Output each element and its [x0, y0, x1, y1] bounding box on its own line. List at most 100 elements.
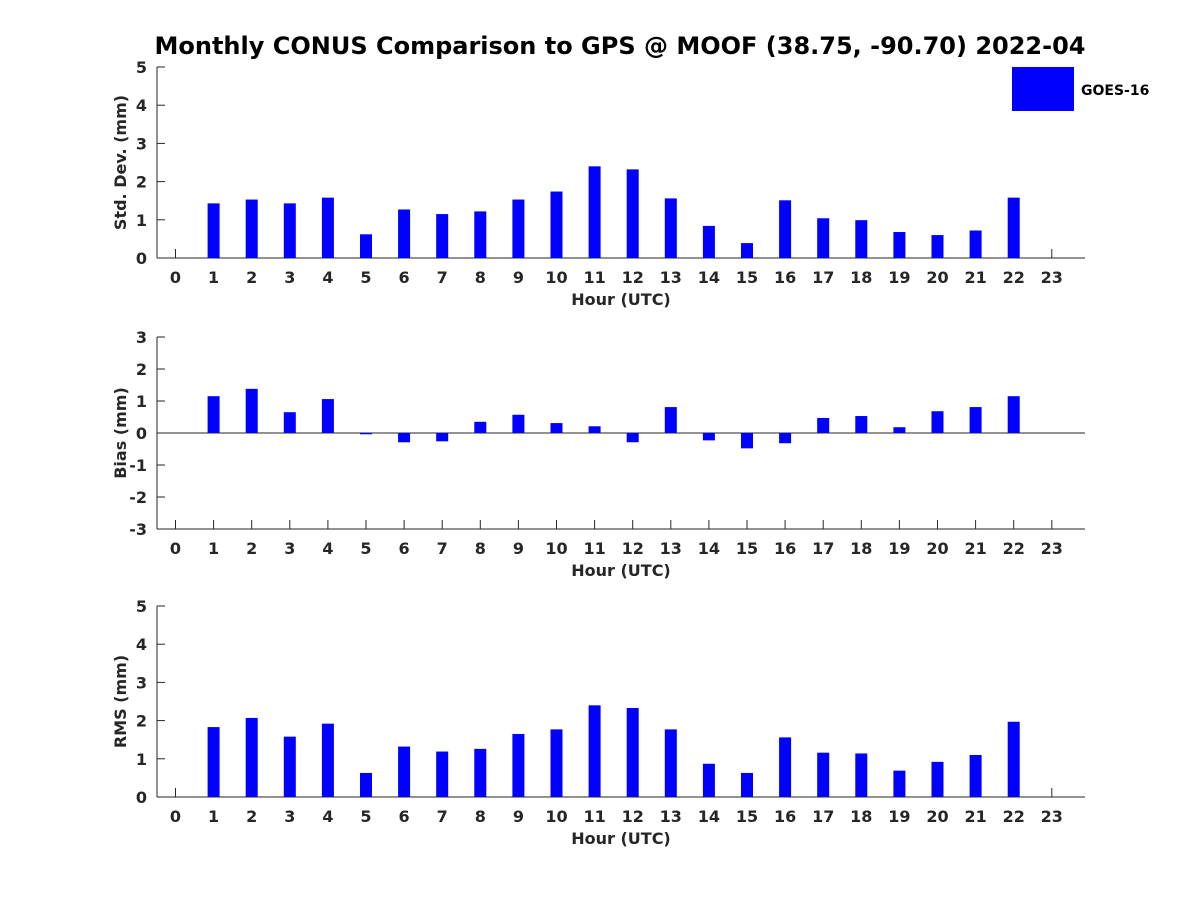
bar-hour-16 [779, 200, 792, 258]
x-tick-label: 6 [399, 539, 410, 558]
bar-hour-14 [702, 763, 715, 797]
bar-hour-20 [931, 411, 944, 433]
legend-swatch [1012, 67, 1074, 111]
y-axis-label: RMS (mm) [111, 655, 130, 748]
y-tick-label: 4 [136, 96, 147, 115]
bar-hour-16 [779, 737, 792, 797]
bar-hour-1 [207, 203, 220, 258]
bar-hour-10 [550, 423, 563, 433]
x-tick-label: 18 [850, 539, 872, 558]
bar-hour-18 [855, 753, 868, 797]
x-tick-label: 12 [622, 807, 644, 826]
bar-hour-4 [321, 399, 334, 433]
x-tick-label: 1 [208, 807, 219, 826]
x-tick-label: 14 [698, 807, 720, 826]
bar-hour-21 [969, 754, 982, 797]
bar-hour-2 [245, 717, 258, 797]
x-tick-label: 9 [513, 268, 524, 287]
x-axis-label: Hour (UTC) [571, 290, 671, 309]
bar-hour-7 [436, 751, 449, 797]
bar-hour-10 [550, 191, 563, 258]
bar-hour-5 [360, 433, 372, 435]
bar-hour-7 [436, 214, 449, 258]
x-tick-label: 22 [1003, 268, 1025, 287]
bar-hour-3 [283, 412, 296, 433]
bar-hour-11 [588, 705, 601, 797]
bar-hour-8 [474, 748, 487, 797]
legend-label: GOES-16 [1081, 83, 1149, 99]
bar-hour-12 [626, 169, 639, 258]
x-tick-label: 10 [545, 807, 567, 826]
x-tick-label: 0 [170, 807, 181, 826]
y-tick-label: 1 [136, 750, 147, 769]
x-tick-label: 8 [475, 268, 486, 287]
x-tick-label: 7 [437, 807, 448, 826]
x-tick-label: 7 [437, 268, 448, 287]
bar-hour-4 [321, 197, 334, 258]
bar-hour-16 [779, 433, 792, 444]
x-tick-label: 6 [399, 268, 410, 287]
x-tick-label: 0 [170, 268, 181, 287]
x-tick-label: 14 [698, 268, 720, 287]
bar-hour-13 [664, 198, 677, 258]
x-tick-label: 3 [284, 539, 295, 558]
bar-hour-11 [588, 426, 601, 433]
y-tick-label: 1 [136, 211, 147, 230]
x-axis-label: Hour (UTC) [571, 561, 671, 580]
x-tick-label: 17 [812, 807, 834, 826]
y-tick-label: 0 [136, 788, 147, 807]
x-tick-label: 12 [622, 268, 644, 287]
x-tick-label: 2 [246, 268, 257, 287]
y-tick-label: 0 [136, 249, 147, 268]
bar-hour-13 [664, 407, 677, 433]
x-tick-label: 22 [1003, 539, 1025, 558]
y-tick-label: 2 [136, 360, 147, 379]
x-tick-label: 20 [926, 268, 948, 287]
x-tick-label: 16 [774, 268, 796, 287]
x-tick-label: 5 [360, 807, 371, 826]
bar-hour-8 [474, 421, 487, 433]
x-tick-label: 15 [736, 807, 758, 826]
y-tick-label: 4 [136, 635, 147, 654]
y-axis-label: Std. Dev. (mm) [111, 95, 130, 230]
bar-hour-20 [931, 235, 944, 258]
bar-hour-9 [512, 414, 525, 433]
chart-title: Monthly CONUS Comparison to GPS @ MOOF (… [155, 32, 1086, 60]
x-tick-label: 4 [322, 539, 333, 558]
bar-hour-2 [245, 199, 258, 258]
x-tick-label: 4 [322, 807, 333, 826]
bar-hour-6 [398, 433, 411, 443]
x-tick-label: 4 [322, 268, 333, 287]
bar-hour-21 [969, 230, 982, 258]
bar-hour-21 [969, 407, 982, 433]
x-tick-label: 5 [360, 539, 371, 558]
bar-hour-3 [283, 736, 296, 797]
bar-hour-9 [512, 199, 525, 258]
y-tick-label: 0 [136, 424, 147, 443]
bar-hour-13 [664, 729, 677, 797]
x-tick-label: 23 [1041, 807, 1063, 826]
x-tick-label: 8 [475, 807, 486, 826]
y-tick-label: 1 [136, 392, 147, 411]
bar-hour-19 [893, 427, 906, 433]
x-tick-label: 19 [888, 268, 910, 287]
bar-hour-12 [626, 707, 639, 797]
bar-hour-17 [817, 218, 830, 258]
chart-panel-1: Monthly CONUS Comparison to GPS @ MOOF (… [111, 32, 1149, 309]
x-tick-label: 20 [926, 807, 948, 826]
bar-hour-20 [931, 761, 944, 797]
x-tick-label: 5 [360, 268, 371, 287]
bar-hour-10 [550, 729, 563, 797]
y-tick-label: -2 [129, 488, 147, 507]
x-tick-label: 19 [888, 807, 910, 826]
y-tick-label: -1 [129, 456, 147, 475]
bar-hour-22 [1007, 396, 1020, 433]
y-axis-label: Bias (mm) [111, 387, 130, 479]
x-tick-label: 15 [736, 268, 758, 287]
x-tick-label: 2 [246, 807, 257, 826]
bar-hour-14 [702, 225, 715, 258]
x-tick-label: 2 [246, 539, 257, 558]
